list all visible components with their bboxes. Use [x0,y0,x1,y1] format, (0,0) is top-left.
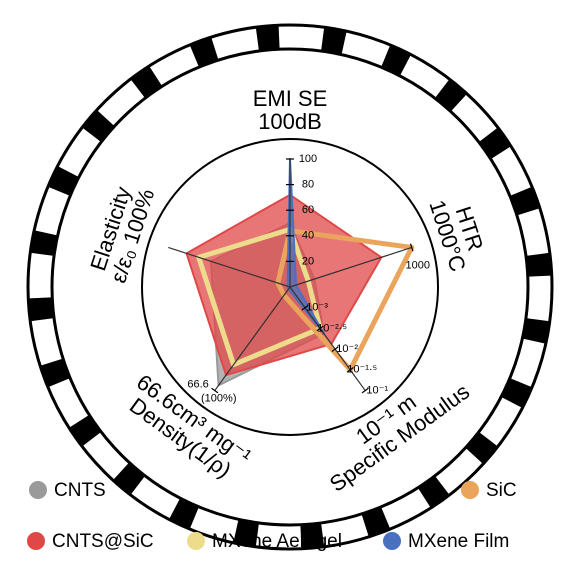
ring-block [418,476,449,508]
ring-block [31,230,57,256]
ring-block [526,252,551,277]
ring-block [381,45,411,76]
tick-mark [409,243,414,252]
ring-block [501,378,532,408]
legend-swatch [383,532,401,550]
tick-label: 10⁻¹·⁵ [347,364,377,376]
tick-label: 40 [302,230,314,242]
outer-ring [26,23,554,551]
ring-block [169,498,199,529]
legend-label: CNTS@SiC [52,531,154,552]
axis-line [289,286,366,391]
axis-sublabel: 100dB [258,109,322,134]
legend-label: SiC [486,480,517,501]
inner-ring [50,47,530,527]
ring-block [69,415,101,446]
ring-block [131,66,162,98]
ring-block [435,79,467,111]
legend-swatch [27,532,45,550]
legend-label: CNTS [54,480,106,501]
tick-mark [331,346,339,352]
legend-label: MXene Film [408,531,509,552]
tick-mark [361,387,369,394]
tick-mark [316,325,324,332]
tick-mark [346,367,354,373]
ring-block [361,507,390,536]
ring-block [523,318,549,344]
legend-swatch [187,532,205,550]
legend-swatch [29,481,47,499]
tick-mark [211,387,219,394]
ring-block [29,297,54,322]
tick-label: 60 [302,204,314,216]
ring-block [321,28,347,54]
axis-circle [141,138,439,436]
ring-block [466,432,498,464]
tick-label: 80 [302,179,314,191]
axis-note: (100%) [201,392,236,404]
legend-swatch [461,481,479,499]
ring-block [82,110,114,142]
tick-label: 10⁻¹ [366,384,388,396]
axis-line [214,286,291,391]
ring-block [113,463,145,495]
tick-label: 10⁻²·⁵ [317,322,347,334]
legend-label: MXene Aerogel [212,531,342,552]
ring-block [190,38,219,67]
series-polygon [196,226,323,368]
ring-block [479,128,511,159]
axis-line [289,246,412,288]
series-polygon [286,158,325,335]
tick-mark [301,304,309,311]
axis-label: EMI SE [253,86,328,111]
tick-label: 10⁻³ [306,302,328,314]
ring-block [255,26,280,51]
tick-label: 20 [302,255,314,267]
series-polygon [275,228,415,373]
axis-line [168,246,291,288]
ring-block [41,358,70,387]
ring-block [48,166,79,196]
tick-label: 66.6 [187,378,208,390]
tick-label: 10⁻² [336,343,358,355]
tick-label: 1000 [405,259,429,271]
tick-label: 100 [299,153,317,165]
ring-block [510,187,539,216]
ring-block [300,523,325,548]
ring-block [233,520,259,546]
